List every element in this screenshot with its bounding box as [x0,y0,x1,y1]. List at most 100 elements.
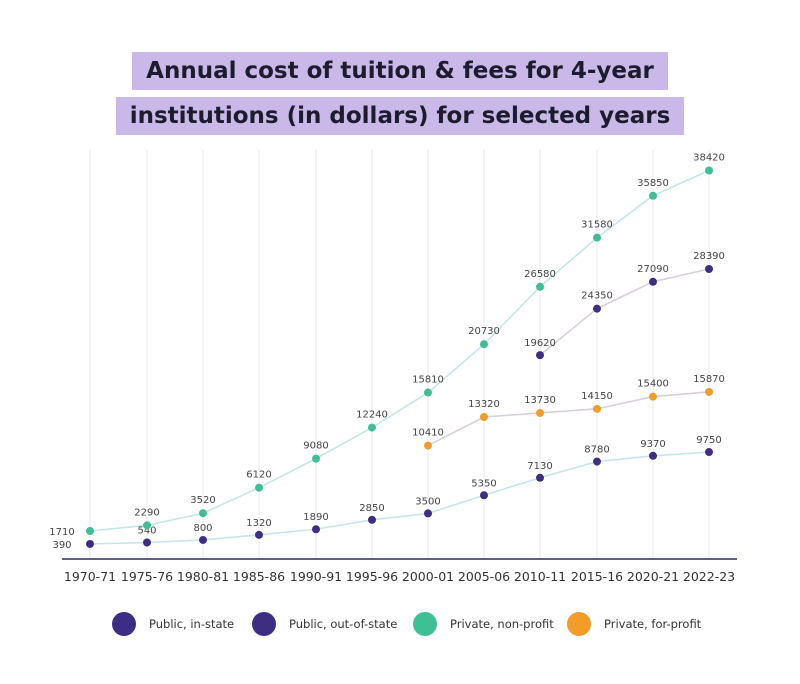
data-label-private-non-profit: 9080 [303,441,328,452]
data-point-private-for-profit [480,412,488,421]
data-label-public-in-state: 2850 [359,503,384,514]
series-line-public-in-state [89,451,710,545]
data-point-public-in-state [536,473,544,482]
data-point-public-in-state [368,515,376,524]
data-point-private-for-profit [649,392,657,401]
x-tick-label: 2022-23 [683,569,735,584]
data-point-public-in-state [424,509,432,518]
legend-swatch [252,612,276,636]
data-label-public-in-state: 9750 [696,435,721,446]
data-point-private-for-profit [593,404,601,413]
data-point-private-non-profit [480,340,488,349]
data-point-public-in-state [86,539,94,548]
data-point-private-non-profit [424,388,432,397]
data-label-public-out-of-state: 28390 [693,251,725,262]
data-label-private-non-profit: 38420 [693,153,725,164]
data-point-private-non-profit [649,191,657,200]
data-point-public-in-state [199,535,207,544]
data-label-private-non-profit: 12240 [356,410,388,421]
data-label-public-in-state: 9370 [640,439,665,450]
data-point-public-out-of-state [593,304,601,313]
data-label-private-for-profit: 14150 [581,391,613,402]
data-point-public-in-state [143,538,151,547]
legend-item: Public, out-of-state [252,612,397,636]
data-label-private-non-profit: 26580 [524,269,556,280]
data-point-private-for-profit [424,441,432,450]
legend-item: Public, in-state [112,612,234,636]
series-line-public-out-of-state [539,268,710,356]
title-line-1: Annual cost of tuition & fees for 4-year [132,52,668,90]
data-label-private-non-profit: 15810 [412,375,444,386]
data-label-public-in-state: 540 [137,525,156,536]
data-label-public-out-of-state: 19620 [524,338,556,349]
legend-swatch [567,612,591,636]
x-tick-label: 1975-76 [121,569,173,584]
x-tick-label: 2000-01 [402,569,454,584]
data-point-public-in-state [480,491,488,500]
data-label-private-non-profit: 35850 [637,178,669,189]
data-label-private-for-profit: 15870 [693,374,725,385]
data-label-private-for-profit: 13320 [468,399,500,410]
x-tick-label: 1980-81 [177,569,229,584]
data-label-public-out-of-state: 24350 [581,291,613,302]
legend-item: Private, non-profit [413,612,554,636]
x-tick-label: 2005-06 [458,569,510,584]
data-label-public-in-state: 5350 [471,478,496,489]
data-label-private-for-profit: 10410 [412,428,444,439]
data-point-private-non-profit [199,509,207,518]
data-label-public-in-state: 800 [193,523,212,534]
x-tick-label: 2010-11 [514,569,566,584]
data-point-public-in-state [705,448,713,457]
data-point-private-for-profit [536,408,544,417]
data-point-private-non-profit [536,282,544,291]
data-point-private-non-profit [312,454,320,463]
data-point-public-in-state [312,525,320,534]
legend: Public, in-state Public, out-of-state Priv… [0,612,800,648]
legend-item: Private, for-profit [567,612,701,636]
data-point-public-out-of-state [649,277,657,286]
legend-label: Public, in-state [149,617,235,631]
legend-label: Private, for-profit [604,617,702,631]
data-point-private-for-profit [705,387,713,396]
data-point-private-non-profit [143,521,151,530]
legend-label: Public, out-of-state [289,617,398,631]
legend-swatch [112,612,136,636]
data-label-public-in-state: 1320 [246,518,271,529]
data-label-public-out-of-state: 27090 [637,264,669,275]
data-point-public-in-state [649,451,657,460]
x-tick-label: 1970-71 [64,569,116,584]
data-label-private-for-profit: 15400 [637,379,669,390]
data-label-private-non-profit: 2290 [134,507,159,518]
data-point-private-non-profit [255,483,263,492]
data-label-public-in-state: 1890 [303,512,328,523]
legend-label: Private, non-profit [450,617,554,631]
data-point-private-non-profit [593,233,601,242]
data-label-private-non-profit: 1710 [49,527,74,538]
data-label-public-in-state: 3500 [415,496,440,507]
x-tick-label: 2020-21 [627,569,679,584]
data-point-private-non-profit [705,166,713,175]
data-label-private-non-profit: 31580 [581,220,613,231]
data-point-public-in-state [255,530,263,539]
x-tick-label: 2015-16 [571,569,623,584]
data-label-private-non-profit: 3520 [190,495,215,506]
x-tick-label: 1985-86 [233,569,285,584]
data-point-private-non-profit [86,527,94,536]
title-line-2: institutions (in dollars) for selected y… [115,97,685,135]
data-point-public-out-of-state [705,265,713,274]
x-tick-label: 1990-91 [290,569,342,584]
data-label-private-non-profit: 6120 [246,470,271,481]
data-label-public-in-state: 7130 [527,461,552,472]
chart-title: Annual cost of tuition & fees for 4-year… [0,52,800,135]
x-tick-label: 1995-96 [346,569,398,584]
data-point-public-in-state [593,457,601,466]
data-label-private-for-profit: 13730 [524,395,556,406]
data-label-public-in-state: 8780 [584,445,609,456]
data-label-public-in-state: 390 [52,540,71,551]
legend-swatch [413,612,437,636]
series-line-private-for-profit [427,391,710,447]
series-line-private-non-profit [89,169,710,532]
data-label-private-non-profit: 20730 [468,326,500,337]
data-point-private-non-profit [368,423,376,432]
